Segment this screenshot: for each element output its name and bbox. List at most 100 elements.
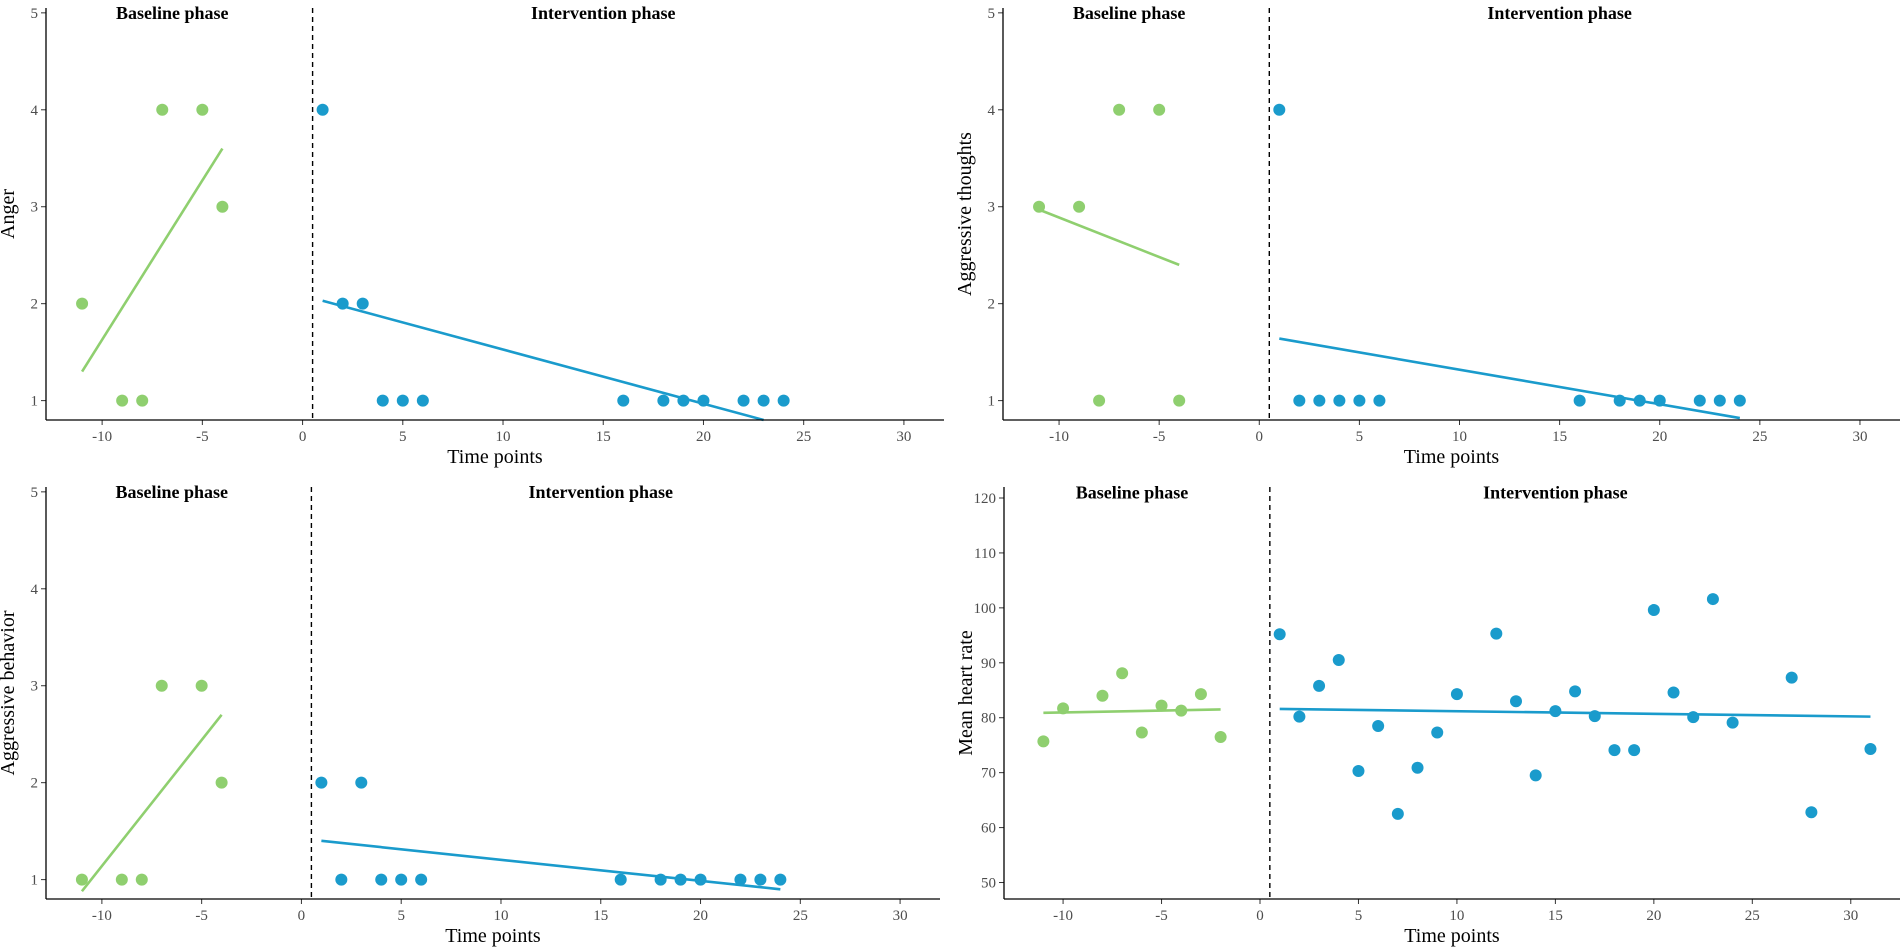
x-axis-ticks: -10 -5 0 5 10 15 20 25 30	[1053, 899, 1858, 924]
x-tick-label: 0	[1256, 429, 1264, 445]
baseline-point	[135, 873, 148, 886]
intervention-point	[396, 394, 409, 407]
intervention-point	[1628, 744, 1641, 757]
y-tick-label: 70	[981, 766, 996, 782]
intervention-point	[737, 394, 750, 407]
intervention-point	[674, 873, 687, 886]
x-tick-label: -10	[1053, 908, 1073, 924]
intervention-point	[1372, 719, 1385, 732]
intervention-point	[1667, 686, 1680, 699]
intervention-point	[734, 873, 747, 886]
intervention-point	[1653, 394, 1666, 407]
y-tick-label: 2	[31, 297, 39, 313]
x-tick-label: 5	[1355, 908, 1363, 924]
y-axis-title: Aggressive behavior	[0, 610, 19, 775]
x-tick-label: 15	[596, 429, 611, 445]
x-tick-label: 20	[693, 908, 708, 924]
intervention-point	[614, 873, 627, 886]
x-tick-label: 15	[1552, 429, 1567, 445]
y-axis-ticks: 1 2 3 4 5	[988, 6, 1003, 410]
panel-aggressive-thoughts: 1 2 3 4 5 -10 -5 0 5 10 15 20 25 30 Baseline phase I…	[954, 3, 1900, 468]
intervention-point	[1273, 103, 1286, 116]
y-axis-ticks: 1 2 3 4 5	[31, 6, 46, 410]
intervention-point	[1450, 688, 1463, 701]
intervention-trend-line	[1279, 337, 1741, 420]
intervention-point	[1313, 679, 1326, 692]
intervention-point	[697, 394, 710, 407]
x-tick-label: 25	[796, 429, 811, 445]
data-points	[1033, 103, 1746, 407]
x-tick-label: -5	[196, 429, 209, 445]
y-tick-label: 2	[988, 297, 996, 313]
baseline-trend-line	[80, 147, 224, 373]
intervention-point	[315, 776, 328, 789]
y-tick-label: 1	[31, 394, 39, 410]
intervention-point	[1490, 627, 1503, 640]
baseline-trend-line	[1038, 208, 1180, 267]
baseline-phase-label: Baseline phase	[116, 3, 229, 23]
intervention-point	[376, 394, 389, 407]
intervention-point	[1588, 710, 1601, 723]
intervention-point	[757, 394, 770, 407]
intervention-point	[335, 873, 348, 886]
intervention-point	[1693, 394, 1706, 407]
x-tick-label: -5	[1153, 429, 1166, 445]
baseline-point	[1037, 735, 1050, 748]
baseline-point	[155, 679, 168, 692]
x-tick-label: 10	[1449, 908, 1464, 924]
intervention-point	[694, 873, 707, 886]
baseline-point	[1073, 200, 1086, 213]
baseline-point	[1153, 103, 1166, 116]
x-tick-label: 15	[1548, 908, 1563, 924]
intervention-point	[1687, 711, 1700, 724]
x-tick-label: 30	[896, 429, 911, 445]
y-axis-title: Aggressive thoughts	[954, 132, 976, 296]
x-tick-label: -5	[1155, 908, 1168, 924]
x-tick-label: -5	[195, 908, 208, 924]
baseline-point	[1057, 702, 1070, 715]
x-tick-label: 5	[1356, 429, 1364, 445]
intervention-point	[1549, 705, 1562, 718]
intervention-point	[774, 873, 787, 886]
x-axis-title: Time points	[1404, 446, 1500, 468]
intervention-point	[1510, 695, 1522, 708]
x-tick-label: -10	[1049, 429, 1069, 445]
x-tick-label: 10	[1452, 429, 1467, 445]
intervention-trend-line	[1279, 707, 1871, 718]
trend-lines	[80, 147, 764, 422]
y-axis-ticks: 50 60 70 80 90 100 110 120	[974, 491, 1004, 892]
y-tick-label: 5	[31, 6, 39, 22]
y-tick-label: 3	[31, 679, 39, 695]
intervention-point	[1633, 394, 1646, 407]
y-tick-label: 4	[988, 103, 996, 119]
data-points	[1037, 593, 1877, 820]
baseline-point	[1214, 730, 1227, 743]
y-tick-label: 60	[981, 821, 996, 837]
baseline-point	[1194, 688, 1207, 701]
x-axis-title: Time points	[1404, 925, 1500, 947]
baseline-point	[1033, 200, 1046, 213]
baseline-trend-line	[80, 714, 223, 893]
intervention-point	[1391, 807, 1404, 820]
intervention-point	[395, 873, 408, 886]
x-axis-ticks: -10 -5 0 5 10 15 20 25 30	[1049, 420, 1867, 445]
y-tick-label: 1	[988, 394, 996, 410]
intervention-point	[1647, 604, 1660, 617]
baseline-point	[196, 103, 209, 116]
baseline-phase-label: Baseline phase	[1073, 3, 1186, 23]
baseline-point	[1135, 726, 1148, 739]
panel-anger: 1 2 3 4 5 -10 -5 0 5 10 15 20 25 30 Baseline phase I…	[0, 3, 944, 468]
x-tick-label: 5	[397, 908, 405, 924]
baseline-point	[1096, 689, 1109, 702]
x-tick-label: 0	[299, 429, 307, 445]
intervention-point	[1352, 765, 1365, 778]
baseline-point	[1093, 394, 1106, 407]
x-tick-label: 30	[893, 908, 908, 924]
x-tick-label: 25	[1752, 429, 1767, 445]
intervention-point	[1726, 716, 1739, 729]
y-tick-label: 4	[31, 582, 39, 598]
baseline-point	[75, 873, 88, 886]
intervention-point	[1529, 769, 1542, 782]
baseline-point	[216, 200, 229, 213]
